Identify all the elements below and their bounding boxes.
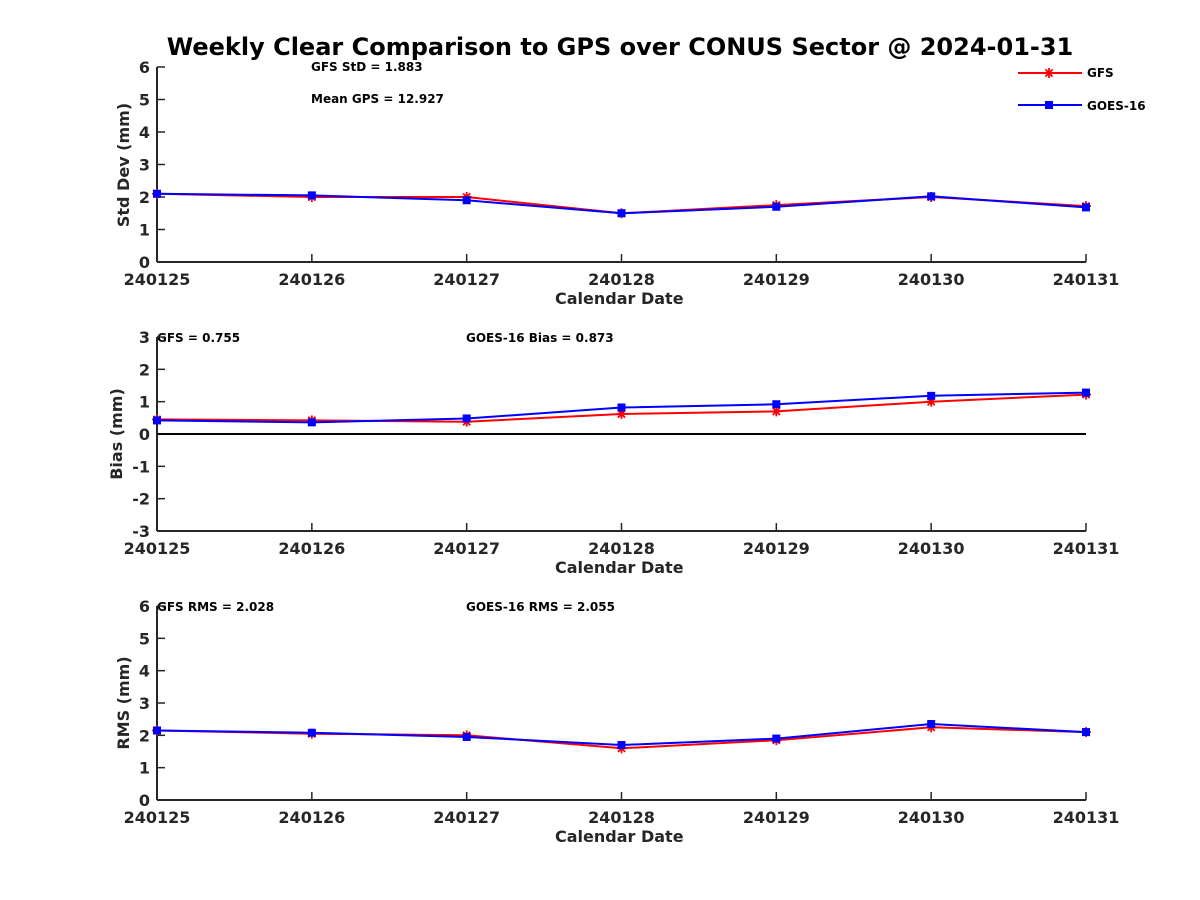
bias-xtick-label: 240128: [588, 539, 655, 558]
rms-xtick-label: 240130: [898, 808, 965, 827]
bias-xtick-label: 240127: [433, 539, 500, 558]
bias-goes16-point: [617, 403, 626, 412]
rms-goes16-point: [462, 732, 471, 741]
std-dev-xtick-label: 240125: [124, 270, 191, 289]
legend-goes16-marker: [1045, 101, 1053, 109]
rms-xtick-label: 240126: [278, 808, 345, 827]
std-dev-ytick-label: 4: [139, 123, 150, 142]
rms-goes16-point: [617, 741, 626, 750]
rms-ytick-label: 4: [139, 662, 150, 681]
std-dev-xtick-label: 240129: [743, 270, 810, 289]
rms-goes16-point: [307, 728, 316, 737]
bias-ytick-label: -2: [132, 490, 150, 509]
legend-gfs-marker: [1044, 68, 1054, 78]
rms-ytick-label: 1: [139, 759, 150, 778]
rms-xtick-label: 240128: [588, 808, 655, 827]
rms-xtick-label: 240129: [743, 808, 810, 827]
std-dev-ytick-label: 3: [139, 156, 150, 175]
bias-ytick-label: -3: [132, 522, 150, 541]
chart-title: Weekly Clear Comparison to GPS over CONU…: [167, 33, 1074, 61]
bias-xlabel: Calendar Date: [555, 558, 684, 577]
std-dev-xtick-label: 240130: [898, 270, 965, 289]
bias-goes16-point: [772, 400, 781, 409]
bias-xtick-label: 240129: [743, 539, 810, 558]
std-dev-xtick-label: 240126: [278, 270, 345, 289]
legend-entry-gfs: GFS: [1018, 66, 1114, 80]
bias-ytick-label: 1: [139, 393, 150, 412]
goes16-bias-annotation: GOES-16 Bias = 0.873: [466, 331, 614, 345]
bias-xtick-label: 240125: [124, 539, 191, 558]
legend-entry-goes16: GOES-16: [1018, 99, 1146, 113]
std-dev-goes16-point: [927, 192, 936, 201]
std-dev-xtick-label: 240128: [588, 270, 655, 289]
rms-xlabel: Calendar Date: [555, 827, 684, 846]
rms-ylabel: RMS (mm): [114, 656, 133, 749]
rms-xtick-label: 240131: [1053, 808, 1120, 827]
std-dev-ytick-label: 2: [139, 188, 150, 207]
bias-goes16-point: [153, 416, 161, 425]
legend-goes16-label: GOES-16: [1087, 99, 1146, 113]
std-dev-panel: GFS StD = 1.883 Mean GPS = 12.927 Calend…: [114, 58, 1119, 308]
bias-goes16-point: [307, 418, 316, 427]
rms-goes16-point: [153, 726, 161, 735]
rms-goes16-point: [927, 720, 936, 729]
bias-ylabel: Bias (mm): [107, 388, 126, 480]
rms-goes16-point: [1082, 728, 1090, 737]
bias-gfs-point: [616, 408, 627, 419]
bias-xtick-label: 240130: [898, 539, 965, 558]
gfs-std-annotation: GFS StD = 1.883: [311, 60, 423, 74]
bias-gfs-point: [771, 406, 782, 417]
bias-ytick-label: 0: [139, 425, 150, 444]
std-dev-goes16-point: [462, 196, 471, 205]
bias-xtick-label: 240126: [278, 539, 345, 558]
bias-goes16-point: [462, 414, 471, 423]
std-dev-xtick-label: 240127: [433, 270, 500, 289]
std-dev-xlabel: Calendar Date: [555, 289, 684, 308]
rms-ytick-label: 6: [139, 597, 150, 616]
gfs-rms-annotation: GFS RMS = 2.028: [157, 600, 274, 614]
bias-ytick-label: 2: [139, 360, 150, 379]
bias-ytick-label: 3: [139, 328, 150, 347]
rms-ytick-label: 2: [139, 726, 150, 745]
gfs-bias-annotation: GFS = 0.755: [157, 331, 240, 345]
legend: GFS GOES-16: [1018, 66, 1146, 113]
std-dev-goes16-point: [307, 191, 316, 200]
std-dev-ytick-label: 5: [139, 91, 150, 110]
bias-ytick-label: -1: [132, 457, 150, 476]
rms-goes16-point: [772, 734, 781, 743]
rms-ytick-label: 3: [139, 694, 150, 713]
rms-xtick-label: 240125: [124, 808, 191, 827]
bias-goes16-point: [927, 391, 936, 400]
std-dev-xtick-label: 240131: [1053, 270, 1120, 289]
std-dev-ylabel: Std Dev (mm): [114, 103, 133, 227]
std-dev-ytick-label: 0: [139, 253, 150, 272]
bias-panel: GFS = 0.755 GOES-16 Bias = 0.873 Calenda…: [107, 328, 1119, 577]
bias-goes16-point: [1082, 388, 1090, 397]
std-dev-goes16-point: [617, 209, 626, 218]
legend-goes16-marker-shape: [1045, 101, 1053, 109]
rms-xtick-label: 240127: [433, 808, 500, 827]
rms-ytick-label: 0: [139, 791, 150, 810]
std-dev-goes16-point: [153, 189, 161, 198]
std-dev-goes16-point: [772, 202, 781, 211]
legend-gfs-label: GFS: [1087, 66, 1114, 80]
std-dev-ytick-label: 6: [139, 58, 150, 77]
rms-ytick-label: 5: [139, 629, 150, 648]
bias-xtick-label: 240131: [1053, 539, 1120, 558]
mean-gps-annotation: Mean GPS = 12.927: [311, 92, 444, 106]
goes16-rms-annotation: GOES-16 RMS = 2.055: [466, 600, 615, 614]
std-dev-goes16-point: [1082, 203, 1090, 212]
legend-gfs-marker-shape: [1044, 68, 1054, 78]
std-dev-ytick-label: 1: [139, 221, 150, 240]
rms-panel: GFS RMS = 2.028 GOES-16 RMS = 2.055 Cale…: [114, 597, 1119, 846]
